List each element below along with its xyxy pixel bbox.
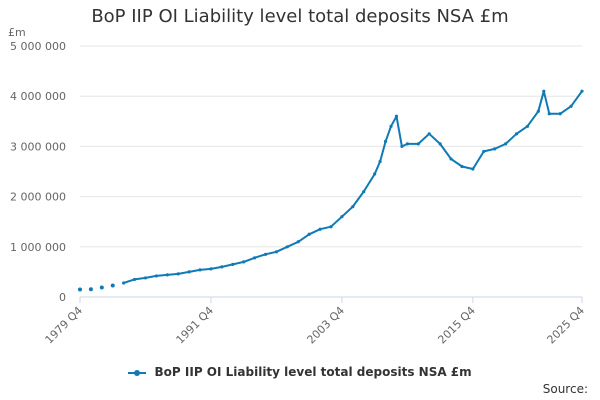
data-point (99, 285, 104, 290)
data-point (569, 104, 573, 108)
data-point (209, 267, 213, 271)
data-point (449, 157, 453, 161)
label-layer: £m 0 1 000 000 2 000 000 3 000 000 4 000 000 5… (8, 26, 587, 346)
data-point (542, 89, 546, 93)
series-line (123, 90, 583, 284)
data-point (176, 272, 180, 276)
data-point (362, 189, 366, 194)
data-point (231, 262, 235, 266)
x-tick-label: 1979 Q4 (43, 304, 86, 347)
grid-layer (80, 45, 582, 248)
data-point (110, 283, 115, 288)
data-point (187, 270, 191, 274)
data-point (558, 112, 562, 116)
data-point (143, 276, 148, 280)
data-point (405, 142, 409, 146)
data-point (514, 132, 519, 136)
legend-label: BoP IIP OI Liability level total deposit… (154, 365, 472, 379)
y-tick-label: 2 000 000 (10, 191, 66, 204)
data-point (373, 172, 377, 176)
data-point (122, 281, 126, 285)
data-point (471, 167, 475, 171)
y-tick-label: 1 000 000 (10, 241, 66, 254)
data-point (318, 227, 322, 231)
data-point (389, 124, 393, 128)
data-point (220, 265, 224, 269)
source-credit: Source: (542, 382, 588, 396)
data-point (378, 159, 382, 164)
data-point (296, 240, 300, 244)
y-tick-label: 4 000 000 (10, 90, 66, 103)
data-point (340, 215, 344, 219)
data-point (154, 274, 158, 278)
data-point (504, 142, 508, 146)
data-point (580, 89, 584, 93)
data-point (536, 109, 540, 113)
legend-swatch (128, 369, 147, 376)
data-point (460, 164, 464, 169)
data-point (274, 250, 279, 254)
data-point (78, 287, 82, 292)
y-tick-label: 3 000 000 (10, 140, 66, 153)
x-tick-label: 2015 Q4 (435, 304, 478, 347)
series-layer (78, 89, 584, 292)
data-point (482, 149, 486, 154)
chart-title: BoP IIP OI Liability level total deposit… (91, 6, 509, 27)
data-point (198, 268, 202, 272)
data-point (165, 273, 169, 277)
data-point (493, 147, 497, 151)
data-point (242, 260, 246, 264)
data-point (383, 139, 388, 143)
data-point (394, 114, 399, 118)
axis-layer (79, 296, 583, 303)
legend[interactable]: BoP IIP OI Liability level total deposit… (0, 365, 600, 379)
data-point (307, 232, 311, 236)
data-point (400, 144, 404, 148)
data-point (416, 142, 420, 146)
data-point (525, 124, 530, 128)
data-point (427, 132, 431, 136)
data-point (438, 142, 442, 146)
data-point (263, 252, 268, 256)
data-point (132, 277, 137, 282)
data-point (285, 245, 289, 249)
x-tick-label: 1991 Q4 (174, 304, 217, 347)
y-tick-label: 5 000 000 (10, 40, 66, 53)
data-point (253, 256, 257, 260)
data-point (351, 205, 355, 209)
y-tick-label: 0 (59, 291, 66, 304)
data-point (547, 112, 551, 116)
data-point (88, 287, 93, 292)
x-tick-label: 2025 Q4 (545, 304, 588, 347)
x-tick-label: 2003 Q4 (304, 304, 347, 347)
data-point (329, 225, 333, 229)
y-unit-label: £m (8, 26, 26, 39)
